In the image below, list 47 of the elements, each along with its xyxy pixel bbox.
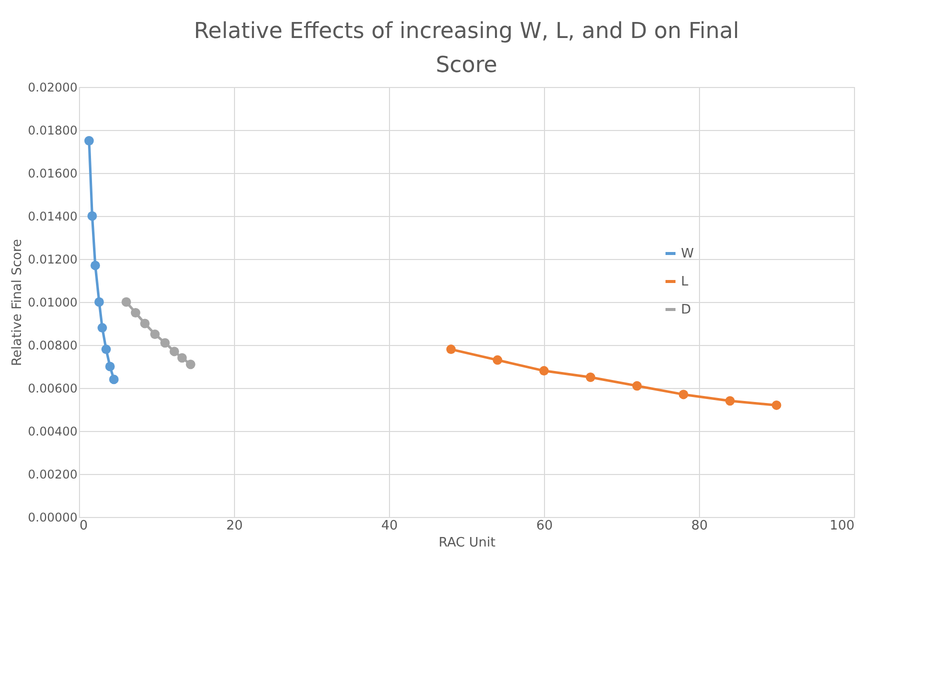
y-tick-label: 0.01800 bbox=[28, 124, 78, 138]
point bbox=[678, 390, 688, 400]
point bbox=[98, 323, 107, 333]
point bbox=[772, 400, 782, 410]
x-axis-title: RAC Unit bbox=[438, 536, 496, 550]
point bbox=[101, 344, 111, 354]
y-tick-label: 0.00600 bbox=[28, 382, 78, 396]
point bbox=[632, 381, 642, 391]
point bbox=[90, 260, 100, 270]
y-tick-label: 0.01000 bbox=[28, 296, 78, 310]
x-tick-label: 0 bbox=[80, 518, 88, 534]
point bbox=[140, 318, 150, 328]
x-tick-label: 20 bbox=[226, 518, 243, 534]
legend-label: W bbox=[681, 246, 694, 262]
point bbox=[130, 308, 140, 318]
point bbox=[105, 362, 115, 372]
chart-title: Relative Effects of increasing W, L, and D on Final Score bbox=[194, 19, 740, 78]
y-tick-label: 0.00800 bbox=[28, 338, 78, 352]
point bbox=[170, 346, 180, 356]
point bbox=[725, 396, 735, 406]
point bbox=[122, 297, 132, 307]
y-axis-title: Relative Final Score bbox=[10, 238, 25, 366]
point bbox=[586, 372, 596, 382]
point bbox=[84, 136, 94, 146]
y-tick-label: 0.01600 bbox=[28, 166, 78, 180]
y-tick-label: 0.00400 bbox=[28, 424, 78, 438]
x-tick-label: 60 bbox=[536, 518, 553, 534]
x-tick-label: 100 bbox=[830, 518, 854, 534]
point bbox=[87, 211, 97, 221]
point bbox=[177, 353, 187, 363]
y-tick-label: 0.00200 bbox=[28, 468, 78, 482]
point bbox=[109, 374, 119, 384]
x-tick-label: 40 bbox=[381, 518, 398, 534]
point bbox=[160, 338, 170, 348]
point bbox=[150, 330, 160, 339]
point bbox=[446, 344, 456, 354]
point bbox=[94, 297, 104, 307]
point bbox=[186, 360, 196, 370]
legend-label: D bbox=[681, 302, 692, 318]
y-tick-label: 0.01400 bbox=[28, 210, 78, 224]
point bbox=[492, 355, 502, 365]
legend-label: L bbox=[681, 274, 689, 290]
x-tick-label: 80 bbox=[691, 518, 708, 534]
point bbox=[539, 366, 549, 376]
y-tick-label: 0.02000 bbox=[28, 80, 78, 94]
y-tick-label: 0.01200 bbox=[28, 252, 78, 266]
y-tick-label: 0.00000 bbox=[28, 510, 78, 524]
